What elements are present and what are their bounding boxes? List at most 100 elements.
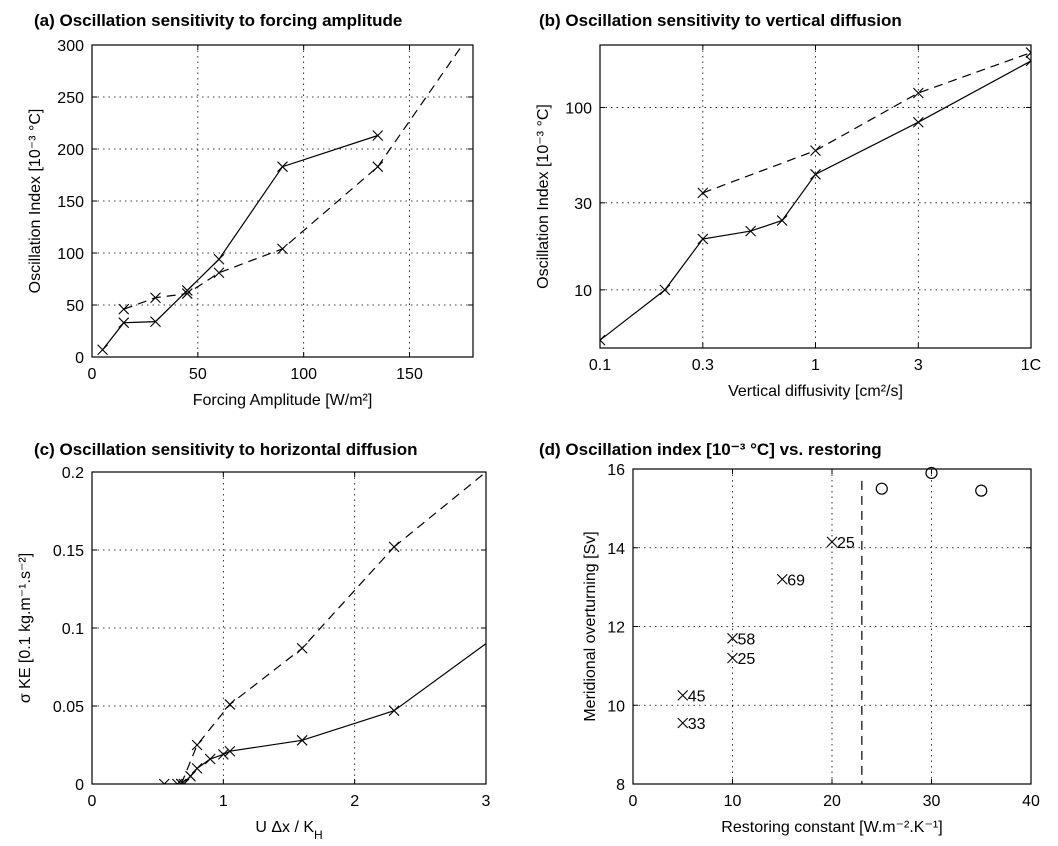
data-point-marker — [277, 243, 288, 255]
series-line-solid — [102, 134, 378, 351]
x-axis-label: Forcing Amplitude [W/m²] — [193, 392, 373, 409]
data-point-marker — [150, 316, 161, 328]
data-point-marker — [97, 344, 108, 356]
y-axis-label: Meridional overturning [Sv] — [582, 531, 599, 721]
y-tick-label: 100 — [57, 246, 84, 263]
data-point-marker — [677, 717, 689, 729]
data-point-label: 45 — [688, 688, 706, 705]
data-point-label: 25 — [738, 651, 756, 668]
series-line-dashed — [377, 44, 463, 168]
data-point-marker — [745, 225, 757, 237]
data-point-marker — [1025, 55, 1031, 67]
data-point-marker — [1025, 47, 1031, 58]
plot-area — [97, 44, 463, 356]
data-point-circle — [875, 482, 888, 495]
x-tick-label: 2 — [350, 793, 359, 810]
data-point-circle — [925, 466, 938, 480]
panel-c: (c) Oscillation sensitivity to horizonta… — [17, 440, 491, 842]
data-point-marker — [776, 215, 788, 226]
data-point-marker — [204, 753, 216, 765]
x-tick-label: 1 — [219, 793, 228, 810]
y-tick-label: 200 — [57, 142, 84, 159]
data-point-marker — [213, 267, 225, 279]
series-line-solid — [600, 60, 1031, 341]
chart-title: (c) Oscillation sensitivity to horizonta… — [34, 440, 417, 459]
panel-d: (d) Oscillation index [10⁻³ °C] vs. rest… — [539, 440, 1040, 836]
y-tick-label: 250 — [57, 90, 84, 107]
y-tick-label: 100 — [565, 100, 592, 117]
data-point-marker — [217, 748, 229, 760]
data-point-marker — [600, 334, 606, 346]
y-tick-label: 0.1 — [62, 621, 84, 638]
data-point-marker — [224, 745, 236, 757]
data-point-label: 58 — [738, 631, 756, 648]
chart-title: (b) Oscillation sensitivity to vertical … — [539, 11, 902, 30]
y-tick-label: 0.05 — [53, 699, 84, 716]
x-tick-label: 3 — [914, 357, 923, 374]
y-tick-label: 0.15 — [53, 543, 84, 560]
y-tick-label: 8 — [616, 777, 625, 794]
data-point-marker — [185, 770, 196, 782]
x-axis-label: Restoring constant [W.m⁻².K⁻¹] — [721, 819, 942, 836]
series-line-dashed — [123, 166, 379, 310]
data-point-marker — [727, 632, 738, 644]
y-tick-label: 10 — [607, 698, 625, 715]
chart-title: (a) Oscillation sensitivity to forcing a… — [34, 11, 402, 30]
x-tick-label: 50 — [189, 366, 207, 383]
data-point-marker — [372, 130, 384, 141]
data-point-marker — [810, 168, 821, 180]
y-tick-label: 0 — [75, 350, 84, 367]
x-tick-label: 20 — [823, 793, 841, 810]
data-point-marker — [296, 642, 308, 654]
data-point-marker — [178, 778, 190, 784]
x-tick-label: 10 — [724, 793, 742, 810]
y-tick-label: 16 — [607, 462, 625, 479]
x-tick-label: 40 — [1022, 793, 1040, 810]
x-tick-label: 1 — [811, 357, 820, 374]
plot-area — [158, 471, 486, 784]
y-tick-label: 10 — [574, 283, 592, 300]
panel-b: (b) Oscillation sensitivity to vertical … — [535, 11, 1041, 400]
data-point-marker — [727, 652, 738, 664]
data-point-label: 25 — [837, 535, 855, 552]
x-axis-label: U Δx / KH — [255, 819, 322, 842]
data-point-marker — [697, 187, 709, 199]
plot-frame — [91, 44, 474, 358]
panel-a: (a) Oscillation sensitivity to forcing a… — [27, 11, 474, 409]
data-point-marker — [118, 317, 130, 329]
data-point-marker — [224, 699, 236, 710]
y-tick-label: 300 — [57, 38, 84, 55]
data-point-marker — [296, 734, 308, 746]
series-line-dashed — [702, 52, 1031, 194]
series-line-dashed — [393, 471, 486, 548]
y-axis-label: σ KE [0.1 kg.m⁻¹.s⁻²] — [17, 553, 34, 703]
chart-title: (d) Oscillation index [10⁻³ °C] vs. rest… — [539, 440, 882, 459]
data-point-marker — [181, 288, 193, 299]
y-tick-label: 12 — [607, 620, 625, 637]
data-point-label: 33 — [688, 716, 706, 733]
data-point-marker — [213, 253, 225, 265]
x-tick-label: 1C — [1021, 357, 1041, 374]
plot-area — [600, 47, 1031, 346]
y-tick-label: 0 — [75, 777, 84, 794]
data-point-marker — [191, 763, 203, 774]
y-axis-label: Oscillation Index [10⁻³ °C] — [535, 104, 552, 289]
x-tick-label: 3 — [482, 793, 491, 810]
plot-area — [677, 466, 988, 784]
data-point-marker — [776, 573, 788, 585]
x-tick-label: 0 — [629, 793, 638, 810]
data-point-marker — [810, 145, 821, 156]
y-tick-label: 150 — [57, 194, 84, 211]
y-tick-label: 50 — [66, 298, 84, 315]
data-point-marker — [175, 778, 187, 784]
y-tick-label: 30 — [574, 196, 592, 213]
x-tick-label: 0.3 — [692, 357, 714, 374]
data-point-marker — [277, 161, 288, 173]
x-tick-label: 150 — [396, 366, 423, 383]
data-point-marker — [697, 233, 709, 245]
data-point-circle — [975, 484, 988, 497]
data-point-marker — [826, 536, 838, 548]
series-line-solid — [393, 643, 486, 712]
data-point-marker — [912, 87, 924, 99]
